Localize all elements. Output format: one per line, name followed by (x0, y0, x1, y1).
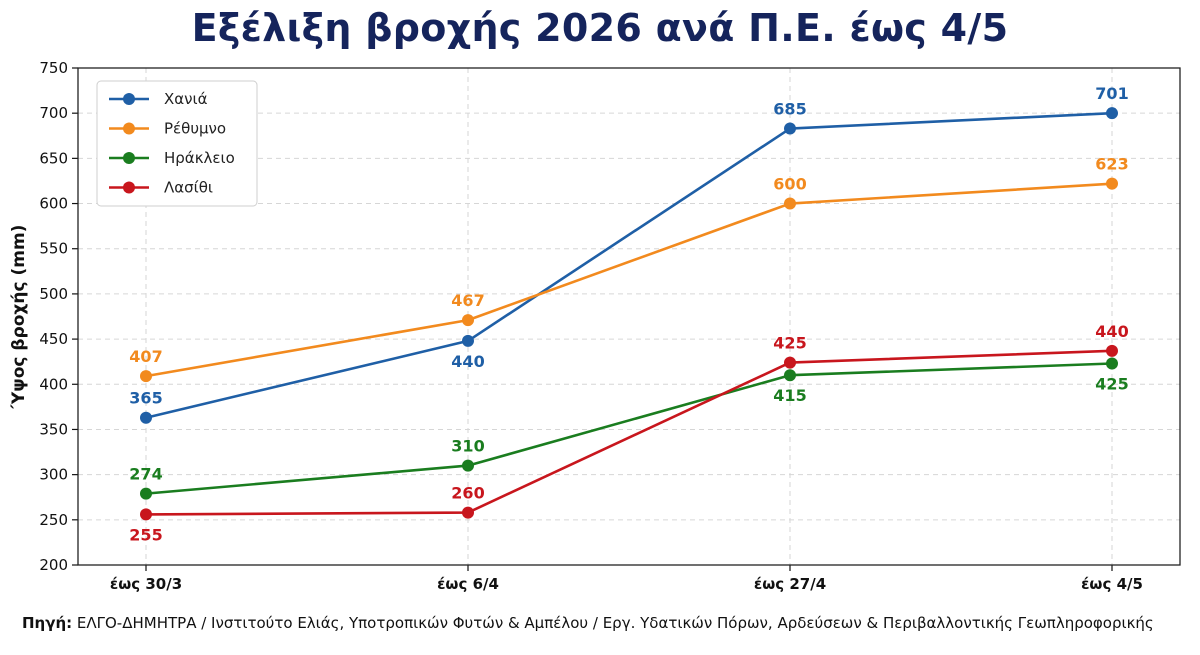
data-label: 600 (773, 175, 806, 194)
data-label: 701 (1095, 84, 1128, 103)
legend-label: Χανιά (164, 90, 208, 108)
legend-label: Λασίθι (164, 179, 213, 197)
data-label: 623 (1095, 155, 1128, 174)
legend-entry: Χανιά (109, 90, 208, 108)
data-point (140, 370, 152, 383)
data-point (140, 411, 152, 424)
series-layer (140, 107, 1118, 521)
series-1 (140, 177, 1118, 383)
y-tick-label: 550 (39, 240, 68, 258)
legend: Χανιά Ρέθυμνο Ηράκλειο Λασίθι (96, 80, 258, 207)
data-point (1106, 177, 1118, 190)
data-label: 440 (1095, 322, 1128, 341)
data-label: 407 (129, 347, 162, 366)
data-label: 274 (129, 465, 162, 484)
x-tick-label: έως 4/5 (1081, 575, 1143, 593)
data-label: 425 (773, 334, 806, 353)
series-2 (140, 357, 1118, 500)
y-tick-label: 600 (39, 195, 68, 213)
legend-marker (123, 152, 135, 164)
data-label: 425 (1095, 374, 1128, 393)
chart-title: Εξέλιξη βροχής 2026 ανά Π.Ε. έως 4/5 (191, 6, 1009, 50)
y-tick-label: 400 (39, 375, 68, 393)
legend-entry: Ηράκλειο (109, 149, 235, 167)
legend-box (96, 80, 258, 207)
x-tick-label: έως 27/4 (754, 575, 826, 593)
data-label: 365 (129, 389, 162, 408)
series-0 (140, 107, 1118, 424)
series-line (145, 362, 1113, 495)
series-line (145, 349, 1113, 516)
data-label: 260 (451, 484, 484, 503)
series-line (145, 182, 1113, 378)
y-axis-label: Ύψος βροχής (mm) (9, 225, 29, 410)
y-tick-label: 700 (39, 104, 68, 122)
legend-entry: Λασίθι (109, 179, 213, 197)
grid (78, 67, 1180, 566)
data-point (784, 369, 796, 382)
legend-marker (123, 181, 135, 194)
data-point (1106, 107, 1118, 120)
axes: 200 250 300 350 400 450 500 550 600 650 700 750 έως … (9, 59, 1181, 593)
data-point (140, 508, 152, 521)
data-label: 467 (451, 291, 484, 310)
data-label: 685 (773, 100, 806, 119)
legend-marker (123, 93, 135, 105)
y-tick-label: 500 (39, 285, 68, 303)
legend-label: Ηράκλειο (164, 149, 235, 167)
source-text: ΕΛΓΟ-ΔΗΜΗΤΡΑ / Ινστιτούτο Ελιάς, Υποτροπ… (72, 614, 1154, 632)
data-label: 415 (773, 386, 806, 405)
data-point (784, 122, 796, 135)
data-point (140, 487, 152, 500)
x-tick-label: έως 30/3 (110, 575, 182, 593)
data-label: 440 (451, 352, 484, 371)
y-tick-label: 650 (39, 149, 68, 167)
data-labels: 365 440 685 701 407 467 600 623 274 310 415 425 255 2… (129, 84, 1128, 544)
data-point (462, 334, 474, 347)
series-line (145, 111, 1113, 419)
y-tick-label: 300 (39, 466, 68, 484)
data-label: 310 (451, 437, 484, 456)
data-point (462, 506, 474, 519)
x-tick-label: έως 6/4 (437, 575, 499, 593)
source-label: Πηγή: (22, 614, 73, 632)
y-tick-label: 750 (39, 59, 68, 77)
series-3 (140, 344, 1118, 521)
y-tick-label: 450 (39, 330, 68, 348)
legend-label: Ρέθυμνο (164, 120, 226, 138)
data-point (1106, 344, 1118, 357)
data-point (462, 459, 474, 472)
data-point (784, 197, 796, 210)
plot-frame (77, 67, 1181, 566)
legend-marker (123, 122, 135, 135)
source-note: Πηγή: ΕΛΓΟ-ΔΗΜΗΤΡΑ / Ινστιτούτο Ελιάς, Υ… (22, 614, 1154, 632)
y-tick-label: 200 (39, 556, 68, 574)
y-tick-label: 250 (39, 511, 68, 529)
data-point (1106, 357, 1118, 370)
legend-entry: Ρέθυμνο (109, 120, 226, 138)
y-tick-label: 350 (39, 420, 68, 438)
data-label: 255 (129, 525, 162, 544)
data-point (784, 356, 796, 369)
data-point (462, 314, 474, 327)
